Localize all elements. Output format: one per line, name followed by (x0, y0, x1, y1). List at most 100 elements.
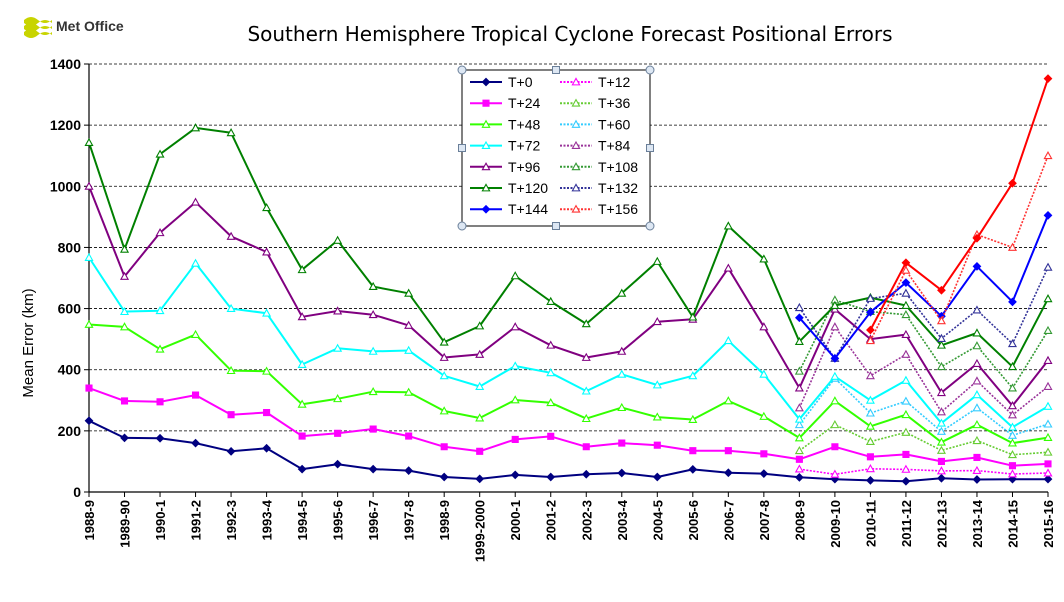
data-point-T+108-2008-9 (794, 366, 804, 375)
x-tick-label-25: 2013-14 (970, 499, 985, 547)
chart-title: Southern Hemisphere Tropical Cyclone For… (247, 22, 893, 46)
legend-label-T+36: T+36 (598, 95, 631, 111)
data-point-T+120-2004-5 (652, 256, 662, 265)
data-point-T+108-2015-16 (1043, 325, 1053, 335)
data-point-T+96-2014-15 (1007, 401, 1018, 410)
data-point-T+96-1993-4 (262, 247, 272, 256)
series-Tplus108 (794, 295, 1053, 392)
data-point-T+144-2014-15 (1008, 297, 1017, 307)
x-tick-label-6: 1994-5 (295, 500, 310, 540)
data-point-T+120-2012-13 (936, 340, 946, 349)
data-point-T+48-1992-3 (226, 365, 236, 375)
x-tick-label-3: 1991-2 (189, 500, 204, 540)
data-point-T+0-1994-5 (297, 464, 307, 474)
data-point-T+0-2001-2 (546, 472, 556, 482)
series-extra (866, 74, 1053, 335)
data-point-T+36-2012-13 (936, 445, 946, 454)
data-point-T+36-2015-16 (1043, 447, 1053, 456)
data-point-T+84-2009-10 (830, 322, 840, 331)
x-tick-label-26: 2014-15 (1005, 500, 1020, 548)
data-point-T+96-1994-5 (297, 312, 307, 321)
data-point-T+48-2013-14 (972, 420, 982, 429)
data-point-T+96-2003-4 (617, 346, 627, 355)
data-point-extra-2014-15 (1008, 178, 1017, 188)
data-point-T+0-1996-7 (368, 464, 378, 474)
data-point-T+72-2007-8 (759, 369, 769, 378)
data-point-T+24-1990-1 (156, 398, 164, 406)
data-point-T+144-2008-9 (794, 313, 804, 323)
data-point-T+60-2014-15 (1007, 430, 1018, 439)
data-point-T+120-2001-2 (546, 296, 556, 305)
data-point-T+72-2010-11 (865, 395, 875, 404)
data-point-T+48-1990-1 (155, 344, 165, 353)
data-point-T+36-2014-15 (1007, 449, 1018, 459)
data-point-T+108-2011-12 (901, 309, 911, 319)
legend-item-T+0: T+0 (470, 74, 533, 90)
data-point-T+0-2002-3 (581, 469, 591, 479)
data-point-T+96-1995-6 (333, 306, 343, 315)
data-point-T+0-2006-7 (723, 468, 733, 478)
legend-swatch-marker-T+0 (481, 77, 491, 87)
data-point-T+24-1994-5 (298, 432, 306, 440)
data-point-T+48-1988-9 (84, 319, 94, 328)
data-point-T+36-2013-14 (972, 435, 982, 445)
data-point-T+84-2014-15 (1007, 410, 1018, 419)
data-point-T+48-2009-10 (830, 396, 840, 405)
data-point-T+132-2010-11 (865, 293, 875, 302)
series-Tplus156 (865, 150, 1053, 345)
legend-swatch-marker-T+36 (571, 98, 581, 107)
data-point-T+24-2006-7 (724, 447, 732, 455)
series-Tplus84 (794, 322, 1053, 419)
data-point-T+96-1991-2 (191, 197, 201, 206)
legend-item-T+96: T+96 (470, 159, 541, 175)
series-Tplus0 (84, 416, 1053, 486)
data-point-T+120-1994-5 (297, 265, 307, 274)
data-point-T+132-2014-15 (1007, 338, 1018, 348)
data-point-T+48-2003-4 (617, 402, 627, 412)
series-line-T+132-0 (798, 266, 1049, 360)
data-point-T+72-2009-10 (830, 371, 840, 380)
data-point-T+12-2008-9 (794, 464, 804, 473)
legend-label-T+0: T+0 (508, 74, 533, 90)
data-point-T+120-1992-3 (226, 128, 236, 137)
data-point-T+120-1997-8 (404, 288, 414, 297)
data-point-T+84-2010-11 (865, 371, 875, 380)
data-point-T+48-1999-2000 (475, 413, 485, 422)
data-point-T+156-2015-16 (1043, 150, 1053, 160)
data-point-T+72-1992-3 (226, 303, 236, 313)
data-point-T+24-2003-4 (618, 439, 626, 447)
y-tick-label-800: 800 (58, 239, 82, 255)
legend-item-T+12: T+12 (560, 74, 631, 90)
data-point-T+96-1996-7 (368, 309, 378, 319)
x-tick-label-21: 2009-10 (828, 500, 843, 548)
legend-item-T+120: T+120 (470, 180, 548, 196)
data-point-T+24-1999-2000 (476, 447, 484, 455)
legend-item-T+84: T+84 (560, 138, 631, 154)
data-point-T+72-2004-5 (652, 380, 662, 389)
data-point-T+120-2011-12 (901, 300, 911, 309)
data-point-T+120-2014-15 (1007, 361, 1018, 371)
series-Tplus96 (84, 181, 1053, 410)
data-point-T+24-2000-1 (511, 435, 519, 443)
data-point-T+48-1989-90 (119, 322, 130, 331)
legend-swatch-marker-T+132 (571, 183, 581, 192)
data-point-T+120-1990-1 (155, 149, 165, 158)
data-point-T+48-2004-5 (652, 412, 662, 421)
data-point-T+120-2005-6 (688, 312, 698, 321)
y-axis-label: Mean Error (km) (20, 288, 37, 397)
data-point-T+0-1988-9 (84, 416, 94, 426)
data-point-T+120-1993-4 (262, 202, 272, 212)
legend-item-T+48: T+48 (470, 116, 541, 132)
legend-swatch-marker-T+72 (481, 140, 491, 150)
data-point-T+96-1988-9 (84, 181, 94, 190)
data-point-T+120-1996-7 (368, 281, 378, 290)
series-group (84, 74, 1053, 486)
legend-item-T+156: T+156 (560, 201, 638, 217)
data-point-T+24-2014-15 (1008, 462, 1017, 470)
data-point-T+96-1989-90 (119, 271, 130, 280)
data-point-T+72-1991-2 (191, 258, 201, 267)
data-point-T+36-2008-9 (794, 445, 804, 455)
legend-box (461, 69, 651, 227)
legend-item-T+108: T+108 (560, 159, 638, 175)
data-point-T+84-2008-9 (794, 403, 804, 412)
